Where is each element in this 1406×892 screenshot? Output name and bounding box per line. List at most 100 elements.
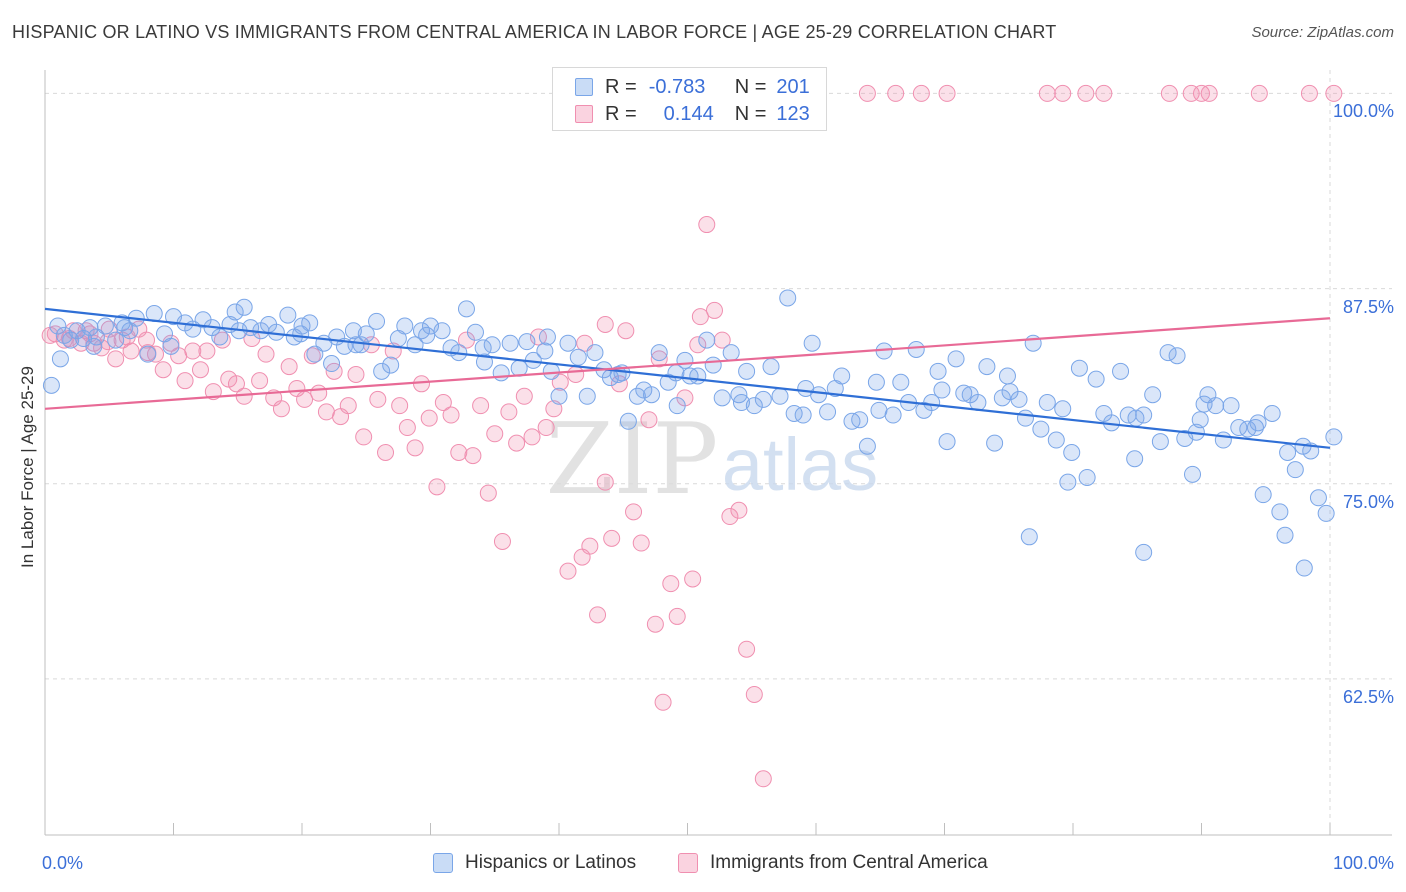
pink-point	[347, 365, 365, 383]
y-tick-label: 75.0%	[1342, 491, 1394, 512]
blue-point	[466, 323, 484, 341]
pink-point	[434, 394, 452, 412]
blue-point	[722, 344, 740, 362]
blue-point	[1159, 344, 1177, 362]
pink-point	[184, 342, 202, 360]
blue-point	[433, 322, 451, 340]
blue-point	[85, 337, 103, 355]
pink-point	[500, 403, 518, 421]
blue-point	[1016, 409, 1034, 427]
pink-point	[176, 372, 194, 390]
series-legend: Hispanics or Latinos Immigrants from Cen…	[0, 852, 1406, 878]
blue-point	[235, 298, 253, 316]
pink-point	[545, 400, 563, 418]
pink-point	[280, 358, 298, 376]
axes	[44, 70, 1392, 836]
blue-point	[771, 387, 789, 405]
pink-point	[912, 84, 930, 102]
watermark-atlas: atlas	[722, 423, 878, 506]
blue-point	[347, 336, 365, 354]
blue-point	[55, 326, 73, 344]
blue-point	[819, 403, 837, 421]
blue-point	[1151, 433, 1169, 451]
blue-point	[1325, 428, 1343, 446]
pink-point	[472, 397, 490, 415]
pink-point	[1200, 84, 1218, 102]
pink-point	[559, 562, 577, 580]
pink-point	[646, 615, 664, 633]
legend-swatch-blue	[433, 853, 453, 873]
blue-point	[107, 331, 125, 349]
blue-point	[344, 322, 362, 340]
blue-point	[978, 358, 996, 376]
blue-point	[986, 434, 1004, 452]
pink-point	[486, 425, 504, 443]
blue-point	[1230, 419, 1248, 437]
pink-point	[377, 444, 395, 461]
blue-point	[396, 317, 414, 335]
pink-point	[398, 419, 416, 437]
blue-point	[754, 390, 772, 408]
blue-point	[49, 317, 67, 335]
blue-point	[732, 394, 750, 412]
blue-point	[947, 350, 965, 368]
pink-point	[537, 419, 555, 437]
blue-point	[474, 339, 492, 357]
blue-point	[955, 384, 973, 402]
legend-item-hispanics: Hispanics or Latinos	[433, 852, 636, 874]
blue-point	[483, 336, 501, 354]
pink-point	[1182, 84, 1200, 102]
pink-point	[698, 216, 716, 234]
pink-point	[479, 484, 497, 502]
blue-point	[1317, 504, 1335, 522]
blue-point	[1078, 468, 1096, 486]
r-value-blue: -0.783	[648, 75, 706, 98]
pink-point	[138, 331, 156, 349]
blue-point	[457, 300, 475, 318]
pink-point	[310, 384, 328, 402]
blue-point	[1295, 559, 1313, 577]
pink-point	[668, 607, 686, 625]
blue-point	[745, 397, 763, 415]
pink-point	[858, 84, 876, 102]
pink-point	[589, 606, 607, 624]
y-tick-label: 100.0%	[1332, 101, 1394, 122]
pink-point	[227, 375, 245, 393]
blue-trend-line	[44, 307, 1331, 449]
r-value-pink: 0.144	[663, 102, 714, 125]
blue-point	[1184, 465, 1202, 483]
blue-point	[867, 373, 885, 391]
pink-point	[1095, 84, 1113, 102]
blue-point	[1010, 390, 1028, 408]
pink-point	[303, 347, 321, 365]
pink-point	[738, 640, 756, 658]
blue-point	[1263, 404, 1281, 422]
blue-point	[689, 367, 707, 385]
blue-point	[538, 328, 556, 346]
blue-point	[1135, 406, 1153, 424]
n-label: N =	[734, 102, 767, 125]
blue-point	[279, 306, 297, 324]
stats-legend: R = -0.783 N = 201 R = 0.144 N = 123	[552, 67, 827, 131]
blue-point	[619, 412, 637, 430]
pink-point	[296, 390, 314, 408]
pink-point	[689, 336, 707, 354]
pink-point	[662, 575, 680, 593]
blue-point	[1024, 334, 1042, 352]
blue-point	[536, 342, 554, 360]
pink-trend-line	[44, 317, 1331, 410]
blue-point	[292, 325, 310, 343]
blue-point	[803, 334, 821, 352]
pink-point	[339, 397, 357, 415]
blue-point	[713, 389, 731, 407]
blue-point	[357, 325, 375, 343]
pink-point	[523, 428, 541, 446]
blue-point	[907, 340, 925, 358]
blue-point	[578, 387, 596, 405]
blue-point	[668, 397, 686, 415]
blue-point	[650, 344, 668, 362]
blue-point	[586, 344, 604, 362]
pink-point	[515, 387, 533, 405]
blue-point	[1047, 431, 1065, 449]
pink-point	[369, 390, 387, 408]
